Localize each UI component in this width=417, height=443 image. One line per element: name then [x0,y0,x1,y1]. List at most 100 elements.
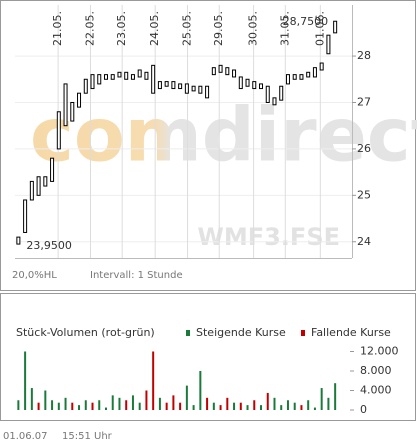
volume-bar [64,397,67,410]
price-bar [319,62,324,71]
price-bar [124,71,129,80]
volume-bar [125,400,128,410]
price-bar [252,81,257,90]
price-bar [285,74,290,85]
volume-bar [192,405,195,410]
volume-bar [212,402,215,410]
volume-bar [253,400,256,410]
price-bar [130,74,135,80]
volume-bar [246,405,249,410]
volume-bar [327,397,330,410]
price-bar [50,157,55,182]
volume-bar [158,397,161,410]
volume-bar [71,402,74,410]
volume-bar [179,402,182,410]
volume-bar [78,405,81,410]
price-bar [211,67,216,76]
price-bar [90,74,95,90]
legend-swatch [186,330,190,336]
y-tick-label: 12.000 [360,345,399,358]
volume-bar [226,397,229,410]
volume-bar [239,402,242,410]
x-tick-label: 30.05. [247,11,260,46]
x-tick-label: 01.06. [313,11,326,46]
footer-time: 15:51 Uhr [62,431,113,442]
price-bar [29,180,34,201]
volume-bar [199,371,202,410]
y-tick-label: 28 [357,49,371,62]
volume-bar [118,397,121,410]
price-bar [23,199,28,233]
y-tick-label: 25 [357,188,371,201]
price-bar [259,83,264,90]
volume-bar [266,392,269,410]
price-bar [77,92,82,108]
x-tick-label: 24.05. [148,11,161,46]
volume-bar [91,402,94,410]
high-label: 28,7500 [283,15,329,28]
price-bar [178,83,183,90]
price-bar [205,85,210,99]
price-bar [312,67,317,78]
volume-bar [307,400,310,410]
price-bar [272,97,277,106]
low-label: 23,9500 [26,239,72,252]
legend-swatch [301,330,305,336]
price-bar [326,34,331,55]
volume-bar [104,407,107,410]
price-bar [198,85,203,94]
price-bar [43,176,48,187]
price-bar [191,85,196,92]
price-bar [299,74,304,80]
price-bar [232,69,237,78]
price-bar [117,71,122,78]
price-bar [279,85,284,101]
price-bar [245,78,250,87]
interval: Intervall: 1 Stunde [90,270,183,281]
price-bar [36,176,41,196]
price-bar [171,81,176,90]
price-bar [238,76,243,90]
legend-label: Fallende Kurse [311,326,391,339]
price-bar [103,74,108,80]
footer-date: 01.06.07 [3,431,48,442]
price-bar [151,64,156,94]
price-bar [56,111,61,150]
volume-bar [334,383,337,410]
volume-bar [152,351,155,410]
volume-bar [37,402,40,410]
volume-bar [233,402,236,410]
y-tick-label: 24 [357,235,371,248]
price-bar [83,78,88,94]
y-tick-label: 0 [360,403,367,416]
price-bar [97,74,102,85]
volume-bar [313,407,316,410]
price-bar [70,101,75,122]
volume-bar [30,388,33,410]
x-tick-label: 29.05. [212,11,225,46]
scale-note: 20,0%HL [12,270,57,281]
volume-bar [131,395,134,410]
volume-bar [44,390,47,410]
legend-label: Steigende Kurse [196,326,286,339]
volume-bar [24,351,27,410]
x-tick-label: 25.05. [181,11,194,46]
volume-bar [98,400,101,410]
y-tick-label: 26 [357,142,371,155]
price-bar [225,67,230,76]
price-bar [265,85,270,103]
volume-bar [165,402,168,410]
price-bar [333,20,338,34]
volume-bar [51,400,54,410]
price-bar [184,83,189,94]
price-bar [157,81,162,90]
volume-bar [280,405,283,410]
price-bar [164,81,169,87]
price-bar [16,236,21,245]
price-bar [306,71,311,78]
volume-bar [84,400,87,410]
volume-bar [273,397,276,410]
volume-bar [300,405,303,410]
x-tick-label: 31.05. [278,11,291,46]
